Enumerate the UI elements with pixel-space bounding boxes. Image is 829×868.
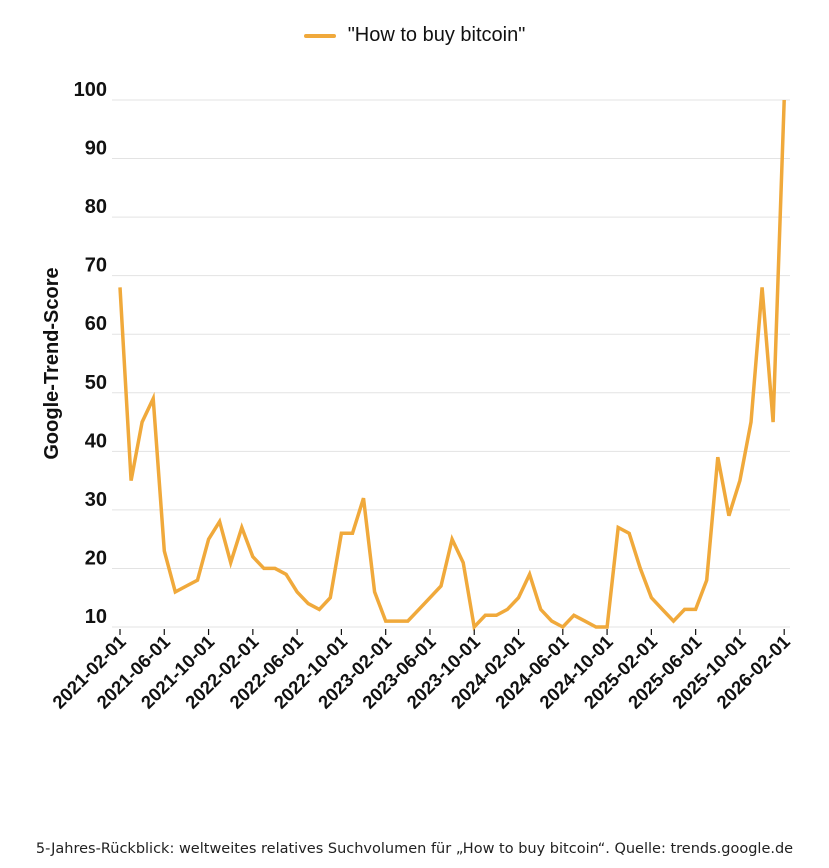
legend-swatch [303, 33, 336, 38]
y-tick-label: 30 [85, 489, 107, 511]
y-tick-label: 10 [85, 606, 107, 628]
y-tick-label: 70 [85, 255, 107, 277]
y-tick-label: 50 [85, 372, 107, 394]
legend: "How to buy bitcoin" [0, 24, 829, 47]
y-tick-label: 60 [85, 313, 107, 335]
line-chart: 102030405060708090100Google-Trend-Score2… [41, 79, 794, 713]
series-line [118, 99, 786, 631]
y-tick-label: 20 [85, 547, 107, 569]
y-tick-label: 90 [85, 138, 107, 160]
legend-label: "How to buy bitcoin" [347, 24, 526, 46]
y-tick-label: 80 [85, 196, 107, 218]
y-axis-label: Google-Trend-Score [41, 267, 63, 459]
y-tick-label: 100 [74, 79, 107, 101]
chart-caption: 5-Jahres-Rückblick: weltweites relatives… [35, 841, 794, 857]
y-tick-label: 40 [85, 430, 107, 452]
